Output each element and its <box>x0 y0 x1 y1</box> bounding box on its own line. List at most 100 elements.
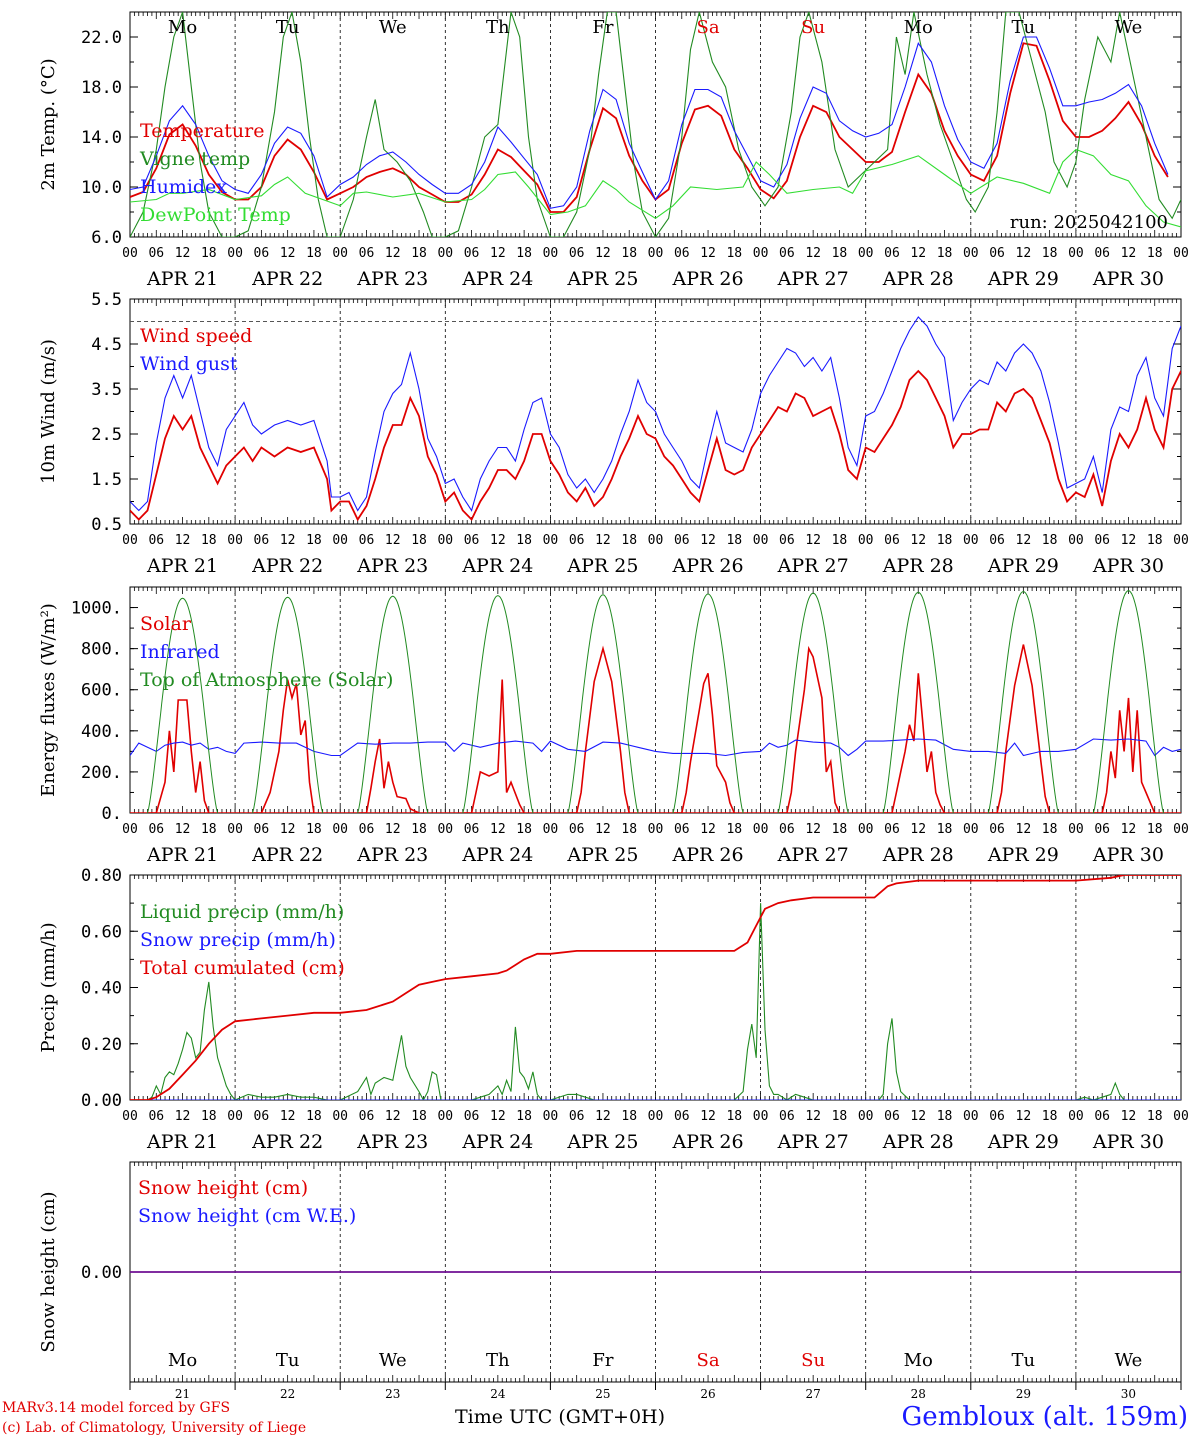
hour-tick-label: 12 <box>280 822 296 837</box>
date-label: APR 26 <box>672 268 744 290</box>
legend-infrared: Infrared <box>140 641 220 663</box>
hour-tick-label: 06 <box>254 246 270 261</box>
date-label: APR 24 <box>461 555 533 577</box>
date-label: APR 23 <box>356 555 428 577</box>
weekday-label: Sa <box>697 17 720 38</box>
hour-tick-label: 00 <box>1173 822 1189 837</box>
hour-tick-label: 06 <box>148 822 164 837</box>
y-axis-label: 2m Temp. (°C) <box>38 58 59 190</box>
hour-tick-label: 00 <box>753 822 769 837</box>
hour-tick-label: 12 <box>490 246 506 261</box>
hour-tick-label: 12 <box>595 822 611 837</box>
series-top-of-atmosphere-solar <box>777 592 849 813</box>
y-tick-label: 0.5 <box>91 515 122 535</box>
hour-tick-label: 06 <box>359 246 375 261</box>
hour-tick-label: 18 <box>1147 822 1163 837</box>
hour-tick-label: 06 <box>989 533 1005 548</box>
legend-dewpoint-temp: DewPoint Temp <box>140 204 291 226</box>
legend-top-of-atmosphere-solar: Top of Atmosphere (Solar) <box>140 669 393 691</box>
legend-liquid-precip-mm-h: Liquid precip (mm/h) <box>140 901 344 923</box>
weekday-label-bottom: Tu <box>1012 1350 1036 1371</box>
date-label: APR 28 <box>882 844 954 866</box>
hour-tick-label: 18 <box>201 822 217 837</box>
hour-tick-label: 12 <box>280 1109 296 1124</box>
hour-tick-label: 00 <box>1173 533 1189 548</box>
y-tick-label: 18.0 <box>81 78 122 98</box>
weekday-label-bottom: Su <box>801 1350 825 1371</box>
hour-tick-label: 00 <box>332 1109 348 1124</box>
date-label: APR 27 <box>777 555 849 577</box>
series-top-of-atmosphere-solar <box>357 595 429 813</box>
hour-tick-label: 00 <box>332 533 348 548</box>
hour-tick-label: 12 <box>595 246 611 261</box>
hour-tick-label: 00 <box>753 533 769 548</box>
hour-tick-label: 06 <box>359 533 375 548</box>
hour-tick-label: 18 <box>1042 246 1058 261</box>
hour-tick-label: 12 <box>385 533 401 548</box>
hour-tick-label: 00 <box>227 822 243 837</box>
series-top-of-atmosphere-solar <box>882 591 954 813</box>
hour-tick-label: 18 <box>621 822 637 837</box>
hour-tick-label: 18 <box>201 246 217 261</box>
weekday-label: We <box>379 17 407 38</box>
hour-tick-label: 00 <box>437 246 453 261</box>
series-top-of-atmosphere-solar <box>252 596 324 813</box>
legend-wind-speed: Wind speed <box>140 325 252 347</box>
hour-tick-label: 00 <box>332 822 348 837</box>
hour-tick-label: 06 <box>254 533 270 548</box>
weekday-label: Tu <box>276 17 300 38</box>
date-label: APR 29 <box>987 844 1059 866</box>
date-label: APR 22 <box>251 1131 323 1153</box>
x-axis-label: Time UTC (GMT+0H) <box>455 1406 666 1428</box>
hour-tick-label: 12 <box>1121 246 1137 261</box>
y-tick-label: 0.00 <box>81 1263 122 1283</box>
series-humidex <box>130 36 1169 209</box>
hour-tick-label: 12 <box>700 822 716 837</box>
weekday-label: Mo <box>168 17 197 38</box>
hour-tick-label: 12 <box>910 822 926 837</box>
hour-tick-label: 12 <box>910 533 926 548</box>
date-label: APR 29 <box>987 1131 1059 1153</box>
series-solar <box>357 738 420 813</box>
hour-tick-label: 18 <box>306 246 322 261</box>
hour-tick-label: 12 <box>1121 533 1137 548</box>
date-label: APR 22 <box>251 844 323 866</box>
hour-tick-label: 18 <box>832 533 848 548</box>
series-solar <box>988 644 1051 813</box>
weekday-label-bottom: Mo <box>168 1350 197 1371</box>
hour-tick-label: 18 <box>726 533 742 548</box>
day-number: 27 <box>806 1387 821 1401</box>
hour-tick-label: 06 <box>1094 246 1110 261</box>
date-label: APR 28 <box>882 268 954 290</box>
date-label: APR 24 <box>461 268 533 290</box>
day-number: 23 <box>385 1387 400 1401</box>
series-solar <box>567 645 630 813</box>
hour-tick-label: 06 <box>884 822 900 837</box>
hour-tick-label: 12 <box>1121 822 1137 837</box>
date-label: APR 26 <box>672 1131 744 1153</box>
hour-tick-label: 00 <box>1068 246 1084 261</box>
y-tick-label: 6.0 <box>91 228 122 248</box>
weekday-label-bottom: Th <box>486 1350 510 1371</box>
date-label: APR 30 <box>1092 268 1164 290</box>
credit-lab: (c) Lab. of Climatology, University of L… <box>2 1420 307 1436</box>
hour-tick-label: 18 <box>306 1109 322 1124</box>
legend-snow-precip-mm-h: Snow precip (mm/h) <box>140 929 336 951</box>
series-wind-gust <box>130 316 1181 512</box>
hour-tick-label: 00 <box>648 246 664 261</box>
date-label: APR 29 <box>987 555 1059 577</box>
day-number: 22 <box>280 1387 295 1401</box>
y-axis-label: Snow height (cm) <box>38 1191 59 1352</box>
series-solar <box>462 679 525 813</box>
hour-tick-label: 18 <box>411 1109 427 1124</box>
y-tick-label: 3.5 <box>91 380 122 400</box>
hour-tick-label: 06 <box>779 822 795 837</box>
legend-humidex: Humidex <box>140 176 227 198</box>
hour-tick-label: 18 <box>411 533 427 548</box>
hour-tick-label: 18 <box>306 822 322 837</box>
hour-tick-label: 06 <box>464 246 480 261</box>
hour-tick-label: 00 <box>963 822 979 837</box>
date-label: APR 25 <box>566 555 638 577</box>
hour-tick-label: 00 <box>963 1109 979 1124</box>
weekday-label: Fr <box>592 17 613 38</box>
